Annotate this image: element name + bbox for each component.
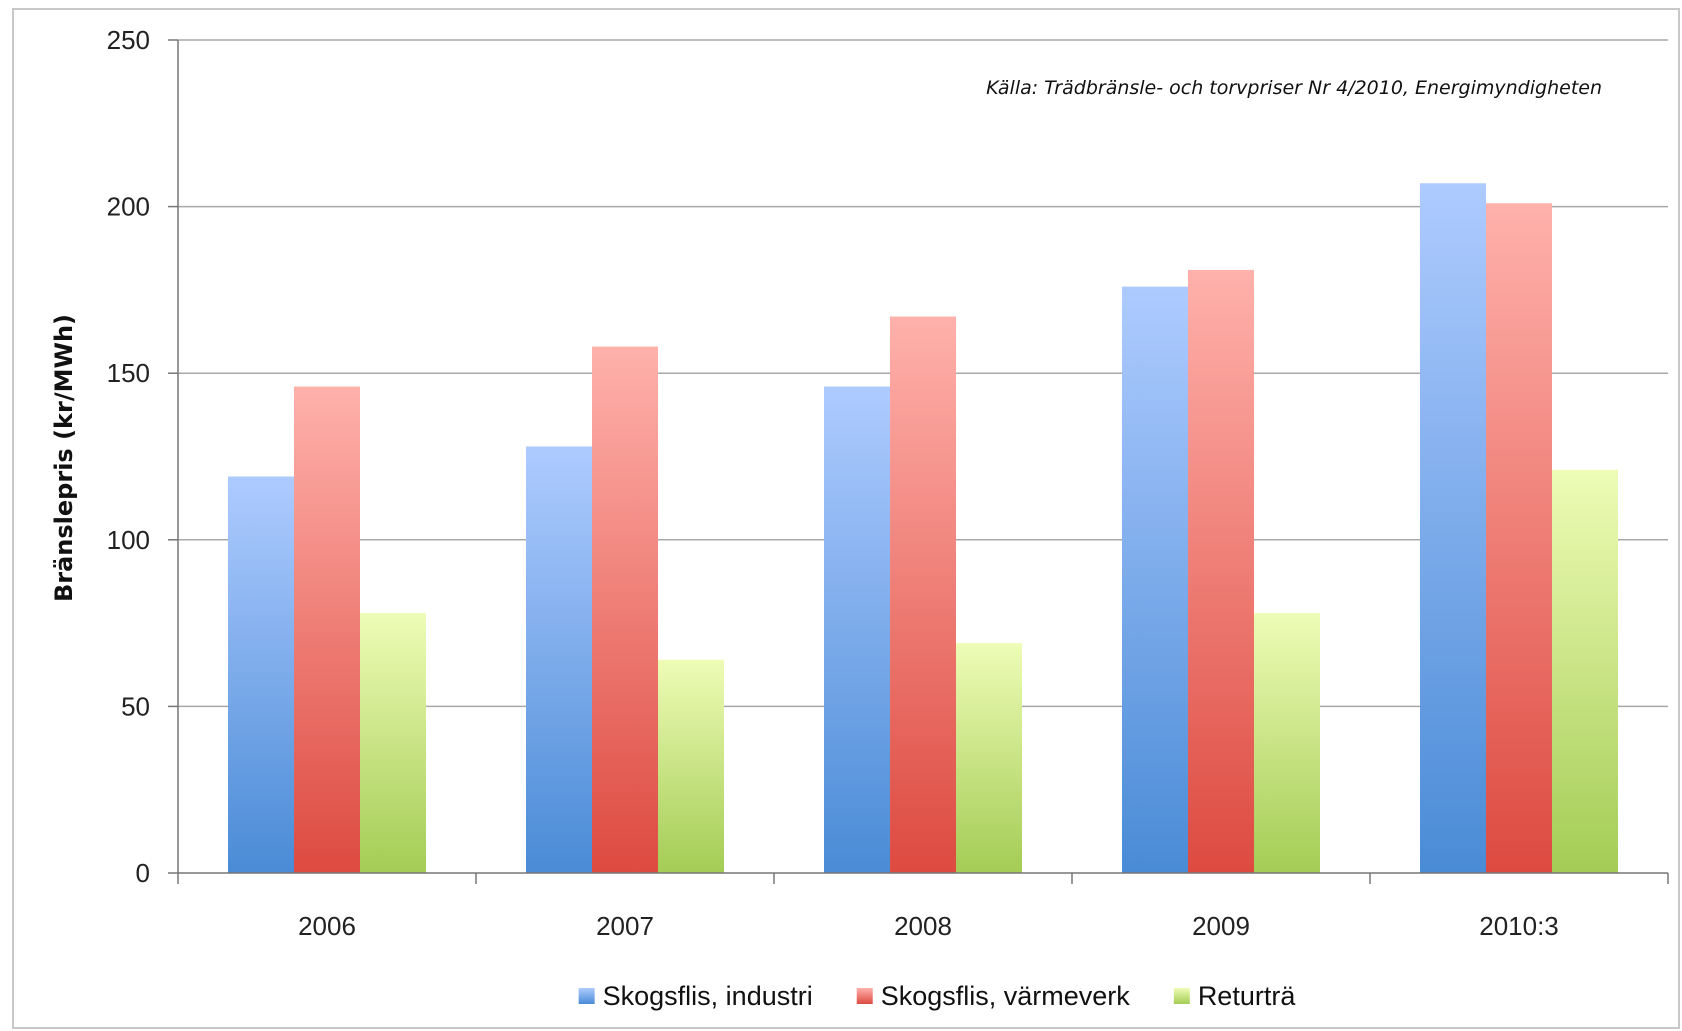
- bar-2009-series-1: [1188, 269, 1254, 874]
- y-axis-title: Bränslepris (kr/MWh): [50, 314, 78, 602]
- bar-2006-series-2: [360, 613, 426, 873]
- bars: [228, 183, 1618, 874]
- bar-2009-series-0: [1122, 286, 1188, 873]
- axes: 0 50 100 150 200 250 2006 2007 2008 2009 2010:3: [107, 25, 1669, 941]
- bar-2007-series-1: [592, 346, 658, 873]
- legend-swatch: [1173, 988, 1190, 1004]
- x-tick-label: 2007: [596, 911, 654, 941]
- legend-label: Skogsflis, värmeverk: [881, 981, 1131, 1011]
- bar-2007-series-2: [658, 659, 724, 873]
- y-tick-label: 100: [107, 525, 150, 555]
- bar-2008-series-0: [824, 386, 890, 873]
- y-tick-label: 250: [107, 25, 150, 55]
- bar-2010-3-series-0: [1420, 183, 1486, 873]
- y-tick-label: 50: [121, 691, 150, 721]
- bar-2010-3-series-2: [1552, 469, 1618, 873]
- legend-label: Skogsflis, industri: [603, 981, 813, 1011]
- x-tick-label: 2010:3: [1479, 911, 1559, 941]
- bar-2008-series-2: [956, 643, 1022, 873]
- bar-2010-3-series-1: [1486, 203, 1552, 873]
- bar-2008-series-1: [890, 316, 956, 873]
- y-tick-label: 150: [107, 358, 150, 388]
- bar-2006-series-0: [228, 476, 294, 873]
- x-tick-label: 2006: [298, 911, 356, 941]
- legend-label: Returträ: [1198, 981, 1297, 1011]
- source-annotation: Källa: Trädbränsle- och torvpriser Nr 4/…: [986, 77, 1602, 99]
- bar-2007-series-0: [526, 446, 592, 873]
- y-tick-label: 200: [107, 192, 150, 222]
- x-tick-label: 2008: [894, 911, 952, 941]
- legend-swatch: [578, 988, 595, 1004]
- legend-swatch: [856, 988, 873, 1004]
- bar-2009-series-2: [1254, 613, 1320, 873]
- x-tick-label: 2009: [1192, 911, 1250, 941]
- y-tick-label: 0: [136, 858, 150, 888]
- legend: Skogsflis, industri Skogsflis, värmeverk R…: [578, 981, 1297, 1011]
- bar-2006-series-1: [294, 386, 360, 873]
